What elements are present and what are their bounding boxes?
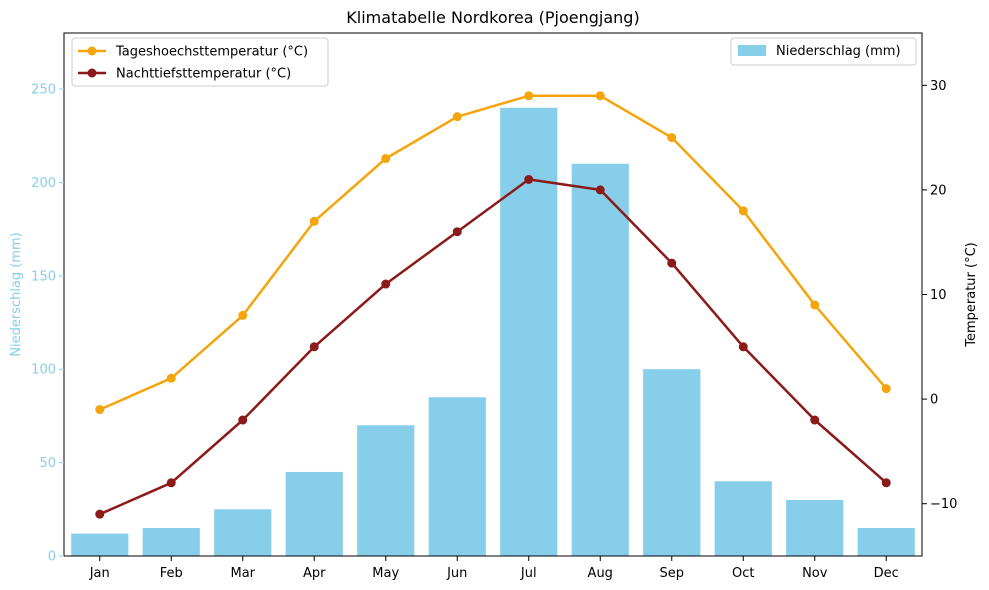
point-high-jan <box>95 405 105 415</box>
left-tick-label: 250 <box>31 83 56 98</box>
x-tick-label: Sep <box>659 566 684 581</box>
point-low-oct <box>738 342 748 352</box>
legend-bar-swatch <box>738 45 766 56</box>
point-high-feb <box>166 373 176 383</box>
x-tick-label: Oct <box>732 566 754 581</box>
x-tick-label: Jul <box>520 566 537 581</box>
bar-nov <box>786 499 844 556</box>
right-tick-label: 10 <box>930 288 947 303</box>
point-low-sep <box>667 258 677 268</box>
bar-mar <box>214 509 272 556</box>
point-high-jul <box>524 91 534 101</box>
point-high-apr <box>309 216 319 226</box>
chart-title: Klimatabelle Nordkorea (Pjoengjang) <box>346 8 639 27</box>
x-tick-label: Dec <box>874 566 899 581</box>
bar-aug <box>571 163 629 556</box>
legend-marker <box>87 46 97 56</box>
point-high-may <box>381 154 391 164</box>
x-tick-label: Aug <box>588 566 613 581</box>
bar-jun <box>428 397 486 556</box>
point-high-oct <box>738 206 748 216</box>
left-tick-label: 150 <box>31 269 56 284</box>
bar-oct <box>714 481 772 556</box>
x-tick-label: Jan <box>89 566 110 581</box>
bar-sep <box>643 369 701 556</box>
left-tick-label: 100 <box>31 363 56 378</box>
point-low-may <box>381 279 391 289</box>
right-tick-label: 20 <box>930 183 947 198</box>
left-tick-label: 0 <box>48 550 56 565</box>
legend-label-high: Tageshoechsttemperatur (°C) <box>115 45 308 60</box>
x-tick-label: May <box>372 566 399 581</box>
x-tick-label: Jun <box>446 566 467 581</box>
right-axis-title: Temperatur (°C) <box>964 242 979 348</box>
point-low-jan <box>95 509 105 519</box>
x-tick-label: Mar <box>230 566 255 581</box>
point-high-dec <box>881 384 891 394</box>
point-high-nov <box>810 300 820 310</box>
point-high-jun <box>452 112 462 122</box>
left-axis-title: Niederschlag (mm) <box>9 232 24 357</box>
point-high-aug <box>595 91 605 101</box>
right-tick-label: −10 <box>930 497 957 512</box>
right-tick-label: 30 <box>930 79 947 94</box>
bar-apr <box>285 471 343 556</box>
point-low-apr <box>309 342 319 352</box>
point-low-feb <box>166 478 176 488</box>
point-low-jul <box>524 174 534 184</box>
series-line-high <box>99 94 888 411</box>
legend-lines-box <box>71 37 329 87</box>
left-tick-label: 200 <box>31 176 56 191</box>
point-low-nov <box>810 415 820 425</box>
legend-bars-box <box>730 37 917 66</box>
left-tick-label: 50 <box>39 456 56 471</box>
point-high-sep <box>667 133 677 143</box>
legend-label-precipitation: Niederschlag (mm) <box>776 44 901 59</box>
right-tick-label: 0 <box>930 393 938 408</box>
point-low-aug <box>595 185 605 195</box>
bar-jan <box>71 533 129 556</box>
point-low-jun <box>452 227 462 237</box>
legend-label-low: Nachttiefsttemperatur (°C) <box>116 67 291 82</box>
x-tick-label: Nov <box>802 566 828 581</box>
series-line-low <box>99 178 888 516</box>
x-tick-label: Feb <box>160 566 183 581</box>
x-tick-label: Apr <box>303 566 326 581</box>
bar-feb <box>142 527 200 556</box>
plot-frame <box>63 32 923 557</box>
point-high-mar <box>238 310 248 320</box>
legend-marker <box>87 68 97 78</box>
bar-dec <box>857 527 915 556</box>
bar-may <box>357 425 415 556</box>
point-low-mar <box>238 415 248 425</box>
point-low-dec <box>881 478 891 488</box>
